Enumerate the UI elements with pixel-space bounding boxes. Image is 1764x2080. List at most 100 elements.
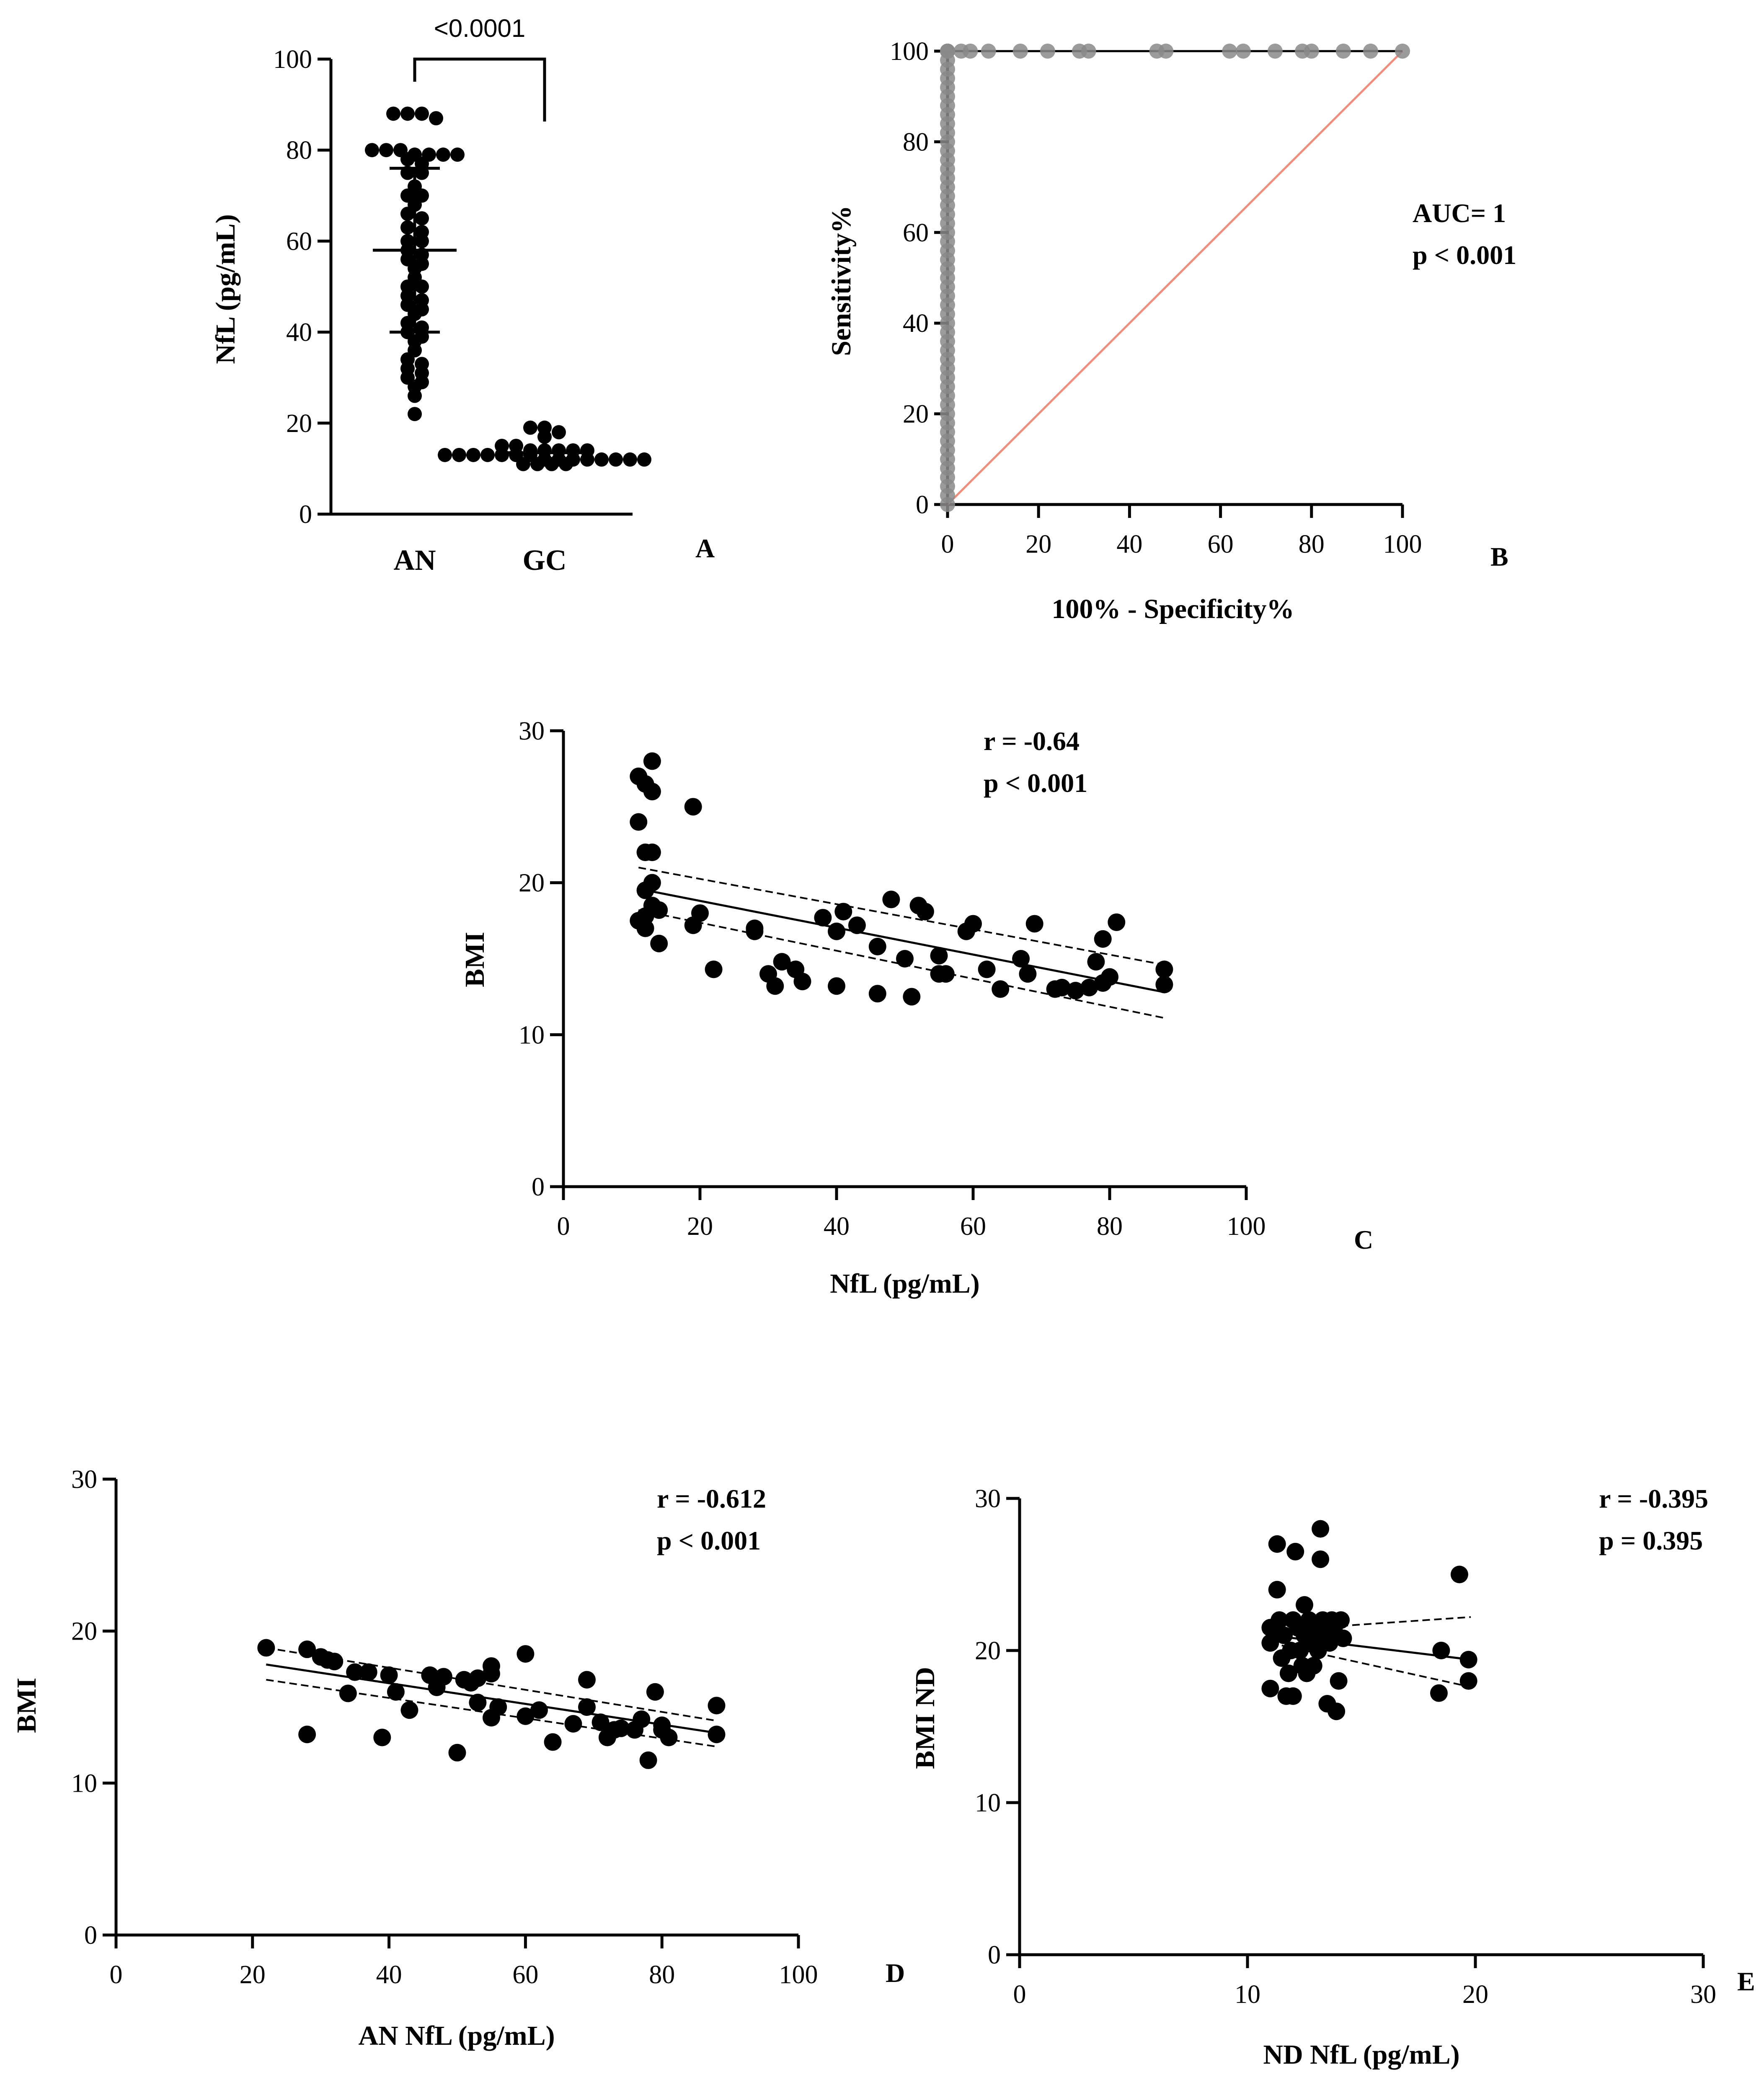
data-point xyxy=(594,452,609,467)
stat-annotation: p < 0.001 xyxy=(1413,240,1516,270)
x-tick-label: 40 xyxy=(824,1212,850,1241)
data-point xyxy=(386,106,400,121)
y-tick-label: 80 xyxy=(286,136,312,165)
data-point xyxy=(400,207,415,221)
y-axis-title: NfL (pg/mL) xyxy=(210,214,241,364)
roc-point xyxy=(1395,44,1410,59)
y-tick-label: 80 xyxy=(903,128,929,156)
roc-point xyxy=(1012,44,1028,59)
data-point xyxy=(415,279,429,294)
stat-annotation: p = 0.395 xyxy=(1599,1526,1703,1555)
data-point xyxy=(298,1726,316,1744)
x-tick-label: 100 xyxy=(1227,1212,1266,1241)
data-point xyxy=(373,1728,391,1746)
data-point xyxy=(1332,1611,1350,1629)
data-point xyxy=(552,425,566,440)
data-point xyxy=(530,457,545,471)
data-point xyxy=(530,1701,548,1719)
y-tick-label: 60 xyxy=(903,219,929,247)
data-point xyxy=(580,452,594,467)
y-tick-label: 40 xyxy=(903,309,929,338)
data-point xyxy=(636,907,654,925)
x-axis-title: NfL (pg/mL) xyxy=(830,1268,980,1299)
x-tick-label: 80 xyxy=(1097,1212,1123,1241)
data-point xyxy=(1320,1634,1338,1652)
ci-lower-line xyxy=(1270,1642,1471,1688)
panel-letter: C xyxy=(1354,1225,1373,1255)
data-point xyxy=(903,988,921,1006)
data-point xyxy=(1330,1672,1348,1690)
data-point xyxy=(1087,953,1105,971)
data-point xyxy=(636,919,654,937)
x-axis-title: AN NfL (pg/mL) xyxy=(358,2020,555,2051)
y-tick-label: 10 xyxy=(519,1021,545,1049)
data-point xyxy=(1279,1664,1297,1682)
data-point xyxy=(643,752,661,770)
y-axis-title: Sensitivity% xyxy=(826,205,857,356)
y-tick-label: 100 xyxy=(890,37,929,66)
y-tick-label: 30 xyxy=(71,1465,97,1494)
stat-annotation: p < 0.001 xyxy=(984,768,1087,798)
data-point xyxy=(660,1728,678,1746)
ci-upper-line xyxy=(638,867,1165,966)
data-point xyxy=(773,953,791,971)
data-point xyxy=(814,909,832,927)
data-point xyxy=(1155,975,1173,993)
data-point xyxy=(400,1701,418,1719)
x-tick-label: 100 xyxy=(1383,530,1422,559)
data-point xyxy=(828,922,845,940)
reference-line xyxy=(947,50,1403,505)
data-point xyxy=(684,916,702,934)
data-point xyxy=(1094,930,1112,948)
data-point xyxy=(339,1684,357,1702)
roc-point xyxy=(1304,44,1319,59)
data-point xyxy=(623,452,637,467)
y-tick-label: 100 xyxy=(273,45,312,74)
data-point xyxy=(1268,1535,1286,1553)
data-point xyxy=(793,973,811,991)
data-point xyxy=(298,1640,316,1658)
data-point xyxy=(387,1683,405,1701)
data-point xyxy=(325,1653,344,1671)
stat-annotation: r = -0.612 xyxy=(657,1484,766,1513)
roc-point xyxy=(1222,44,1237,59)
y-axis-title: BMI xyxy=(11,1678,42,1733)
roc-point xyxy=(940,44,955,59)
stat-annotation: r = -0.395 xyxy=(1599,1484,1708,1513)
data-point xyxy=(1296,1596,1313,1614)
data-point xyxy=(1067,982,1085,1000)
y-tick-label: 20 xyxy=(286,409,312,438)
x-tick-label: 60 xyxy=(1208,530,1234,559)
data-point xyxy=(564,1715,582,1733)
data-point xyxy=(415,211,429,226)
data-point xyxy=(1459,1651,1477,1669)
y-tick-label: 30 xyxy=(519,717,545,745)
significance-label: <0.0001 xyxy=(434,14,526,42)
data-point xyxy=(705,960,723,978)
data-point xyxy=(1101,968,1118,986)
data-point xyxy=(578,1698,596,1716)
data-point xyxy=(643,783,661,801)
roc-point xyxy=(1081,44,1096,59)
y-tick-label: 0 xyxy=(916,491,929,519)
roc-point xyxy=(981,44,996,59)
data-point xyxy=(379,143,393,158)
x-tick-label: 80 xyxy=(649,1961,675,1989)
data-point xyxy=(400,220,415,235)
data-point xyxy=(1459,1672,1477,1690)
data-point xyxy=(639,1751,657,1769)
data-point xyxy=(1155,960,1173,978)
data-point xyxy=(480,448,495,462)
data-point xyxy=(1108,913,1126,931)
x-tick-label: 40 xyxy=(376,1961,402,1989)
data-point xyxy=(746,922,764,940)
data-point xyxy=(591,1713,610,1731)
data-point xyxy=(630,813,648,831)
regression-line xyxy=(638,887,1165,993)
data-point xyxy=(436,147,450,162)
panel-letter: E xyxy=(1737,1966,1755,1996)
data-point xyxy=(1432,1642,1450,1659)
y-axis-title: BMI xyxy=(460,932,490,987)
data-point xyxy=(916,903,934,921)
